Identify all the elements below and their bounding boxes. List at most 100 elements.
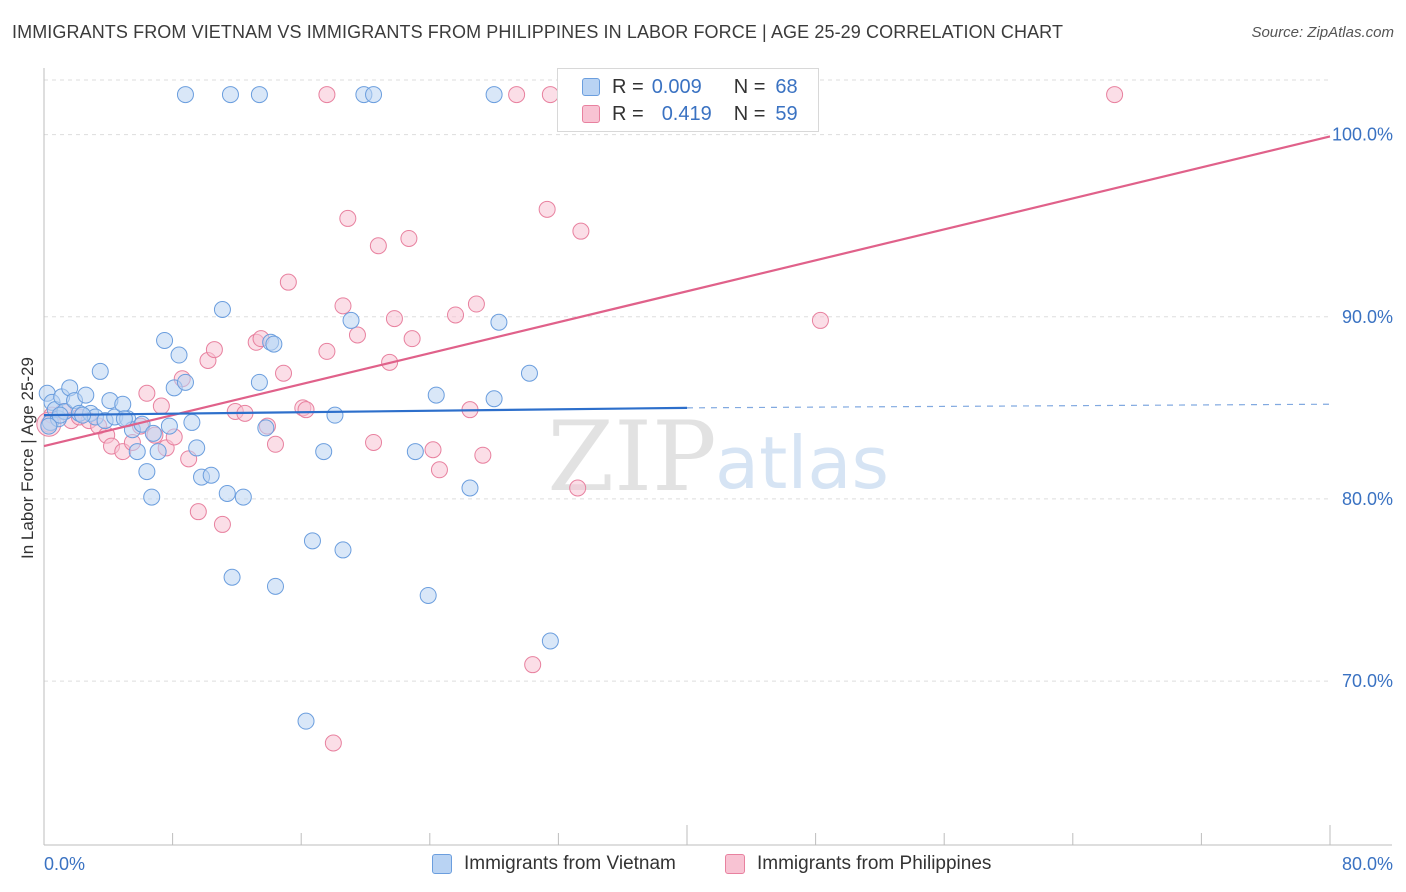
- philippines-point: [467, 295, 485, 313]
- vietnam-point: [490, 313, 508, 331]
- vietnam-point: [419, 586, 437, 604]
- philippines-r-value: 0.419: [661, 102, 712, 125]
- vietnam-point: [114, 395, 132, 413]
- philippines-point: [403, 330, 421, 348]
- bottom-vietnam-label: Immigrants from Vietnam: [464, 853, 676, 874]
- vietnam-point: [221, 86, 239, 104]
- philippines-swatch: [582, 105, 600, 123]
- vietnam-point: [250, 373, 268, 391]
- y-axis-title: In Labor Force | Age 25-29: [18, 357, 37, 559]
- vietnam-point: [365, 86, 383, 104]
- philippines-point: [334, 297, 352, 315]
- vietnam-point: [427, 386, 445, 404]
- bottom-legend-vietnam: Immigrants from Vietnam: [432, 850, 676, 878]
- philippines-r-label: R =: [612, 102, 644, 125]
- axis-layer: [43, 68, 1392, 846]
- watermark-atlas: atlas: [715, 421, 889, 505]
- philippines-point: [524, 656, 542, 674]
- philippines-point: [424, 441, 442, 459]
- philippines-point: [430, 461, 448, 479]
- philippines-point: [385, 310, 403, 328]
- legend-row-philippines: R = 0.419 N = 59: [582, 101, 798, 127]
- vietnam-point: [213, 301, 231, 318]
- philippines-point: [538, 200, 556, 218]
- philippines-point: [541, 86, 559, 104]
- y-tick-label: 70.0%: [1342, 671, 1393, 691]
- philippines-point: [400, 229, 418, 247]
- vietnam-point: [485, 86, 503, 104]
- philippines-point: [279, 273, 297, 291]
- vietnam-point: [149, 443, 167, 461]
- philippines-point: [189, 503, 207, 521]
- x-tick-label: 0.0%: [44, 854, 85, 874]
- watermark-zip: ZIP: [547, 401, 716, 513]
- vietnam-point: [40, 417, 58, 435]
- philippines-point: [318, 86, 336, 104]
- vietnam-r-label: R =: [612, 75, 644, 98]
- philippines-point: [365, 433, 383, 451]
- philippines-point: [318, 342, 336, 360]
- vietnam-point: [297, 712, 315, 730]
- bottom-philippines-label: Immigrants from Philippines: [757, 853, 992, 874]
- philippines-point: [324, 734, 342, 752]
- vietnam-point: [144, 424, 162, 442]
- vietnam-point: [265, 335, 283, 353]
- vietnam-point: [461, 479, 479, 497]
- y-tick-label: 90.0%: [1342, 307, 1393, 327]
- philippines-point: [369, 237, 387, 255]
- vietnam-point: [128, 443, 146, 461]
- philippines-point: [447, 306, 465, 324]
- vietnam-point: [257, 419, 275, 437]
- vietnam-point: [77, 386, 95, 404]
- vietnam-point: [334, 541, 352, 559]
- vietnam-point: [342, 311, 360, 329]
- vietnam-r-value: 0.009: [651, 75, 702, 98]
- vietnam-point: [176, 86, 194, 104]
- trend-lines: [43, 135, 1331, 448]
- watermark: ZIP atlas: [547, 401, 889, 513]
- legend-row-vietnam: R = 0.009 N = 68: [582, 74, 798, 100]
- source-label: Source: ZipAtlas.com: [1251, 24, 1394, 41]
- chart-title: IMMIGRANTS FROM VIETNAM VS IMMIGRANTS FR…: [12, 22, 1064, 42]
- vietnam-point: [188, 439, 206, 457]
- bottom-legend-philippines: Immigrants from Philippines: [725, 850, 991, 878]
- vietnam-point: [156, 331, 174, 349]
- tick-labels: 70.0% 80.0% 90.0% 100.0% 0.0% 80.0%: [44, 125, 1393, 874]
- y-tick-label: 80.0%: [1342, 489, 1393, 509]
- philippines-point: [205, 341, 223, 359]
- philippines-point: [474, 446, 492, 464]
- vietnam-point: [234, 488, 252, 506]
- philippines-n-value: 59: [775, 102, 798, 125]
- vietnam-trend-extension: [686, 403, 1331, 409]
- y-tick-label: 100.0%: [1332, 125, 1393, 145]
- vietnam-point: [250, 86, 268, 104]
- philippines-point: [569, 479, 587, 497]
- grid-layer: [44, 79, 1330, 682]
- vietnam-point: [315, 443, 333, 461]
- vietnam-point: [520, 364, 538, 382]
- vietnam-point: [176, 373, 194, 391]
- vietnam-point: [326, 406, 344, 424]
- vietnam-point: [266, 577, 284, 595]
- vietnam-point: [541, 632, 559, 650]
- vietnam-point: [406, 443, 424, 461]
- vietnam-point: [303, 532, 321, 550]
- philippines-point: [275, 364, 293, 382]
- philippines-point: [508, 86, 526, 104]
- vietnam-swatch: [582, 78, 600, 96]
- philippines-point: [1106, 86, 1124, 104]
- philippines-point: [348, 326, 366, 344]
- vietnam-point: [183, 413, 201, 431]
- philippines-point: [138, 384, 156, 402]
- philippines-point: [213, 515, 231, 533]
- vietnam-point: [202, 466, 220, 484]
- vietnam-point: [143, 488, 161, 506]
- philippines-point: [297, 401, 315, 419]
- philippines-n-label: N =: [733, 102, 766, 125]
- bottom-philippines-swatch: [725, 854, 745, 874]
- vietnam-n-label: N =: [733, 75, 766, 98]
- philippines-point: [572, 222, 590, 240]
- vietnam-point: [170, 346, 188, 364]
- vietnam-n-value: 68: [775, 75, 798, 98]
